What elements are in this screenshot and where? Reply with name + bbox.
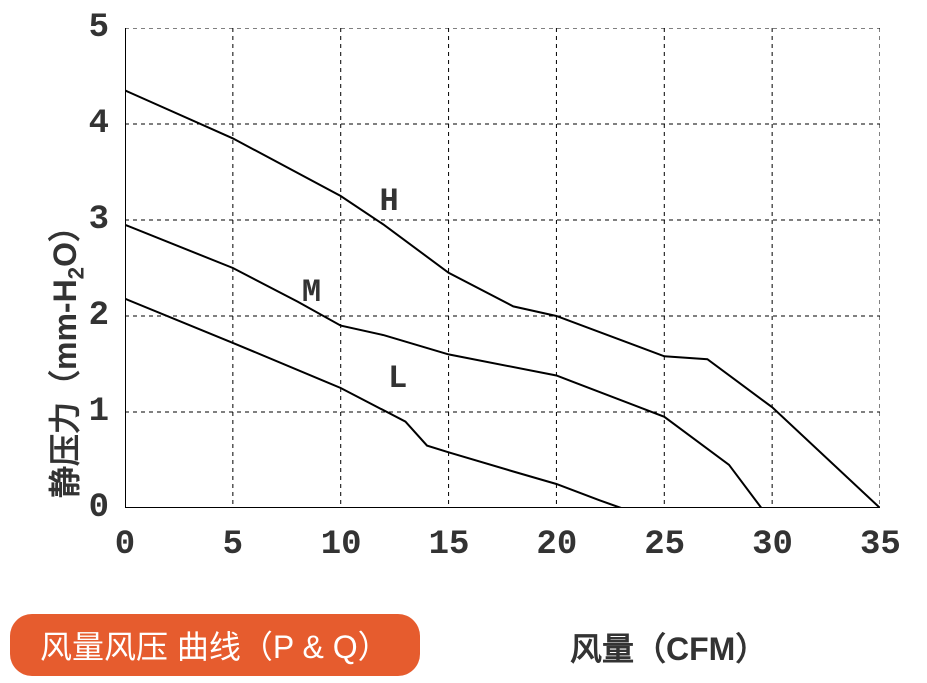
series-M: [125, 225, 761, 508]
y-tick-label: 2: [75, 297, 109, 335]
x-tick-label: 0: [105, 526, 145, 564]
x-tick-label: 30: [752, 526, 792, 564]
y-tick-label: 5: [75, 9, 109, 47]
grid: [125, 28, 880, 508]
chart-svg: [125, 28, 880, 508]
series: [125, 90, 880, 508]
x-tick-label: 20: [536, 526, 576, 564]
y-tick-label: 0: [75, 489, 109, 527]
axes: [125, 28, 880, 508]
series-L: [125, 299, 621, 508]
x-tick-label: 15: [429, 526, 469, 564]
x-tick-label: 5: [213, 526, 253, 564]
y-axis-label: 静压力（mm-H2O）: [40, 210, 89, 498]
title-badge: 风量风压 曲线（P & Q）: [10, 614, 420, 676]
y-tick-label: 3: [75, 201, 109, 239]
x-tick-label: 25: [644, 526, 684, 564]
y-tick-label: 4: [75, 105, 109, 143]
x-tick-label: 10: [321, 526, 361, 564]
y-axis-label-text: 静压力（mm-H2O）: [47, 210, 83, 498]
series-label-H: H: [380, 183, 399, 220]
series-H: [125, 90, 880, 508]
series-label-M: M: [302, 274, 321, 311]
x-axis-label: 风量（CFM）: [570, 624, 767, 670]
series-label-L: L: [388, 360, 407, 397]
x-tick-label: 35: [860, 526, 900, 564]
chart-container: 静压力（mm-H2O） 0 5 10 15 20 25 30 35 0 1 2 3 4 5 H M L 风量…: [0, 0, 927, 683]
y-tick-label: 1: [75, 393, 109, 431]
